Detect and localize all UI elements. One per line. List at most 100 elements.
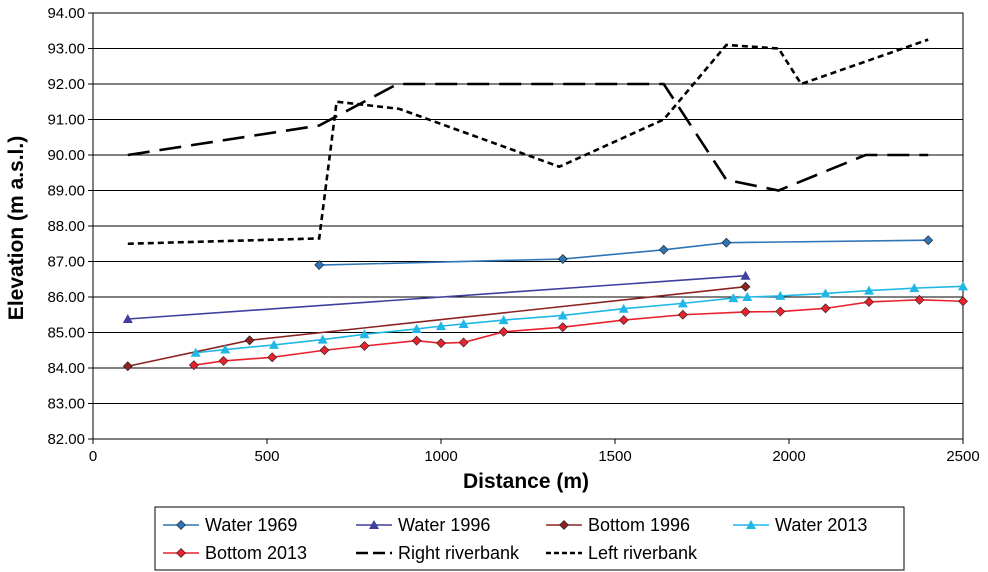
data-point: [677, 309, 688, 320]
data-point: [122, 314, 133, 324]
data-point: [267, 352, 278, 363]
y-tick-label: 83.00: [47, 396, 85, 413]
series-line: [127, 82, 929, 192]
data-point: [923, 235, 934, 246]
series-0: [314, 235, 934, 270]
data-point: [958, 296, 968, 307]
data-point: [864, 285, 875, 295]
series-5: [127, 82, 929, 192]
data-point: [820, 303, 831, 314]
data-point: [498, 326, 509, 337]
legend-box: [154, 506, 905, 571]
legend-label: Bottom 2013: [205, 543, 307, 563]
series-3: [190, 281, 968, 357]
data-point: [775, 306, 786, 317]
y-tick-label: 89.00: [47, 183, 85, 200]
data-point: [618, 303, 629, 313]
x-tick-label: 0: [89, 448, 97, 465]
legend-label: Right riverbank: [398, 543, 520, 563]
data-point: [359, 341, 370, 351]
y-axis-title: Elevation (m a.s.l.): [5, 136, 28, 320]
data-point: [359, 329, 370, 339]
x-axis: 0 500 1000 1500 2000 2500: [89, 439, 980, 465]
y-tick-label: 91.00: [47, 112, 85, 129]
x-tick-label: 1000: [424, 448, 457, 465]
y-tick-label: 94.00: [47, 5, 85, 22]
x-tick-label: 500: [254, 448, 279, 465]
data-point: [742, 292, 753, 301]
data-point: [244, 335, 255, 346]
y-tick-label: 93.00: [47, 41, 85, 58]
data-point: [314, 260, 325, 270]
data-point: [618, 315, 629, 325]
y-tick-label: 88.00: [47, 218, 85, 235]
data-point: [909, 283, 920, 293]
series-6: [127, 38, 929, 246]
data-point: [740, 270, 751, 280]
data-point: [728, 293, 739, 303]
series-line: [195, 285, 964, 354]
legend-label: Water 1996: [398, 515, 490, 535]
y-tick-label: 85.00: [47, 325, 85, 342]
data-point: [557, 254, 568, 264]
legend-marker: [176, 548, 186, 558]
legend-item: Bottom 2013: [163, 543, 307, 563]
data-point: [958, 281, 968, 291]
y-tick-label: 86.00: [47, 289, 85, 306]
legend-label: Left riverbank: [588, 543, 698, 563]
series-line: [193, 299, 964, 366]
legend-marker: [559, 520, 569, 530]
legend-item: Water 1969: [163, 515, 297, 535]
legend-item: Water 1996: [356, 515, 490, 535]
y-tick-label: 84.00: [47, 360, 85, 377]
data-point: [864, 297, 874, 307]
series-4: [188, 294, 968, 371]
data-point: [122, 361, 133, 372]
data-point: [677, 298, 688, 308]
data-point: [218, 355, 229, 366]
data-point: [914, 294, 925, 305]
series-line: [127, 38, 929, 246]
data-point: [721, 237, 732, 248]
data-point: [820, 288, 831, 298]
legend-marker: [746, 520, 756, 529]
x-tick-label: 1500: [598, 448, 631, 465]
series-2: [122, 281, 751, 372]
data-point: [411, 335, 422, 346]
data-point: [436, 338, 446, 349]
y-tick-label: 90.00: [47, 147, 85, 164]
x-tick-label: 2500: [946, 448, 979, 465]
data-point: [190, 347, 201, 357]
data-point: [557, 322, 568, 333]
y-tick-label: 92.00: [47, 76, 85, 93]
legend-item: Bottom 1996: [546, 515, 690, 535]
data-point: [317, 334, 328, 344]
legend-label: Water 2013: [775, 515, 867, 535]
legend-label: Water 1969: [205, 515, 297, 535]
legend-item: Left riverbank: [546, 543, 698, 563]
data-point: [411, 323, 422, 333]
series-line: [127, 274, 746, 320]
legend: Water 1969 Water 1996 Bottom 1996 Water 201…: [154, 506, 905, 571]
data-point: [436, 321, 446, 331]
legend-label: Bottom 1996: [588, 515, 690, 535]
series-1: [122, 270, 751, 324]
data-point: [740, 281, 751, 292]
legend-item: Water 2013: [733, 515, 867, 535]
data-point: [268, 339, 279, 349]
x-axis-title: Distance (m): [463, 470, 589, 493]
data-point: [498, 315, 509, 325]
data-point: [458, 337, 469, 348]
data-point: [458, 318, 469, 328]
gridlines: [93, 12, 963, 440]
data-point: [740, 306, 751, 317]
y-tick-label: 82.00: [47, 431, 85, 448]
data-point: [188, 360, 199, 371]
legend-marker: [369, 520, 379, 529]
data-point: [557, 310, 568, 320]
y-tick-label: 87.00: [47, 254, 85, 271]
legend-marker: [176, 520, 186, 530]
x-tick-label: 2000: [772, 448, 805, 465]
y-axis: 82.00 83.00 84.00 85.00 86.00 87.00 88.00 89.00…: [47, 5, 93, 448]
